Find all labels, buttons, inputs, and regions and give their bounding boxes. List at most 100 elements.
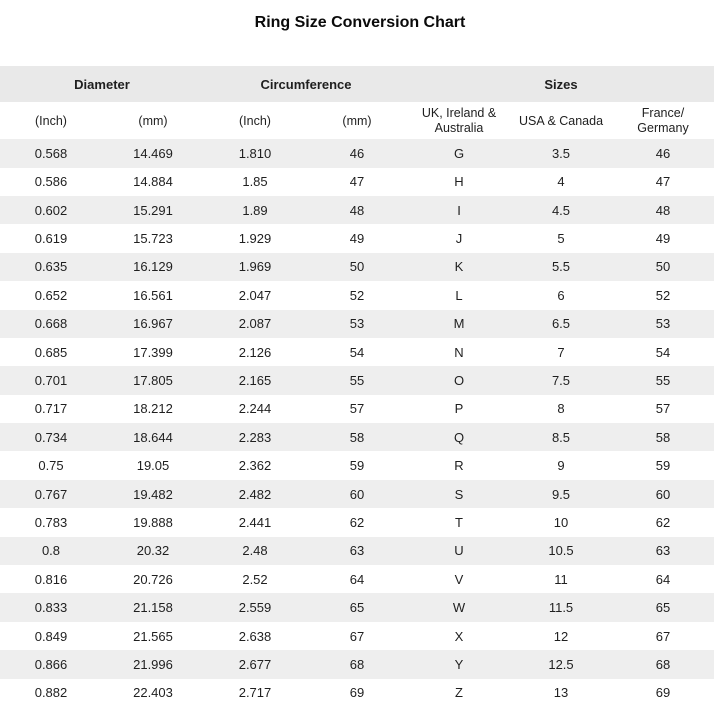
table-cell: S [408,479,510,509]
table-cell: 6 [510,281,612,310]
table-cell: N [408,337,510,367]
table-cell: 21.158 [102,593,204,622]
table-header: Diameter Circumference Sizes (Inch) (mm)… [0,66,714,140]
column-header-usa-canada: USA & Canada [510,102,612,140]
table-cell: 2.48 [204,536,306,566]
table-cell: Q [408,423,510,452]
table-cell: 62 [306,508,408,537]
column-header-row: (Inch) (mm) (Inch) (mm) UK, Ireland & Au… [0,102,714,140]
table-cell: 52 [306,281,408,310]
table-cell: 59 [306,451,408,480]
table-cell: 67 [612,621,714,651]
table-row: 0.783 19.888 2.441 62 T 10 62 [0,508,714,537]
table-cell: 2.559 [204,593,306,622]
table-cell: X [408,621,510,651]
table-row: 0.866 21.996 2.677 68 Y 12.5 68 [0,650,714,679]
table-cell: 60 [612,479,714,509]
table-cell: 21.565 [102,621,204,651]
table-cell: 0.767 [0,479,102,509]
table-cell: 2.677 [204,650,306,679]
table-cell: 17.805 [102,366,204,395]
table-cell: P [408,394,510,424]
table-cell: G [408,139,510,168]
table-cell: 58 [306,423,408,452]
table-cell: 57 [612,394,714,424]
table-cell: 0.816 [0,565,102,594]
table-cell: Z [408,678,510,707]
table-cell: 0.668 [0,309,102,338]
table-row: 0.816 20.726 2.52 64 V 11 64 [0,565,714,594]
table-cell: 68 [612,650,714,679]
table-cell: 0.701 [0,366,102,395]
table-cell: 0.734 [0,423,102,452]
table-cell: 11.5 [510,593,612,622]
table-row: 0.8 20.32 2.48 63 U 10.5 63 [0,536,714,566]
table-row: 0.849 21.565 2.638 67 X 12 67 [0,621,714,651]
table-cell: 46 [612,139,714,168]
table-row: 0.635 16.129 1.969 50 K 5.5 50 [0,252,714,282]
table-cell: 11 [510,565,612,594]
table-cell: 16.967 [102,309,204,338]
group-header-circumference: Circumference [204,66,408,103]
column-header-diameter-mm: (mm) [102,102,204,140]
table-cell: I [408,195,510,225]
table-cell: 59 [612,451,714,480]
table-cell: 16.129 [102,252,204,282]
table-cell: 48 [306,195,408,225]
table-row: 0.734 18.644 2.283 58 Q 8.5 58 [0,423,714,452]
table-cell: 7.5 [510,366,612,395]
table-cell: 52 [612,281,714,310]
table-cell: 49 [306,224,408,253]
table-cell: 55 [306,366,408,395]
table-cell: 5 [510,224,612,253]
table-cell: 5.5 [510,252,612,282]
table-cell: 0.833 [0,593,102,622]
ring-size-conversion-table: Diameter Circumference Sizes (Inch) (mm)… [0,66,714,707]
table-cell: 2.482 [204,479,306,509]
table-cell: 14.884 [102,167,204,196]
table-cell: 9.5 [510,479,612,509]
table-cell: 0.586 [0,167,102,196]
table-cell: 1.929 [204,224,306,253]
table-row: 0.882 22.403 2.717 69 Z 13 69 [0,678,714,707]
table-cell: 47 [306,167,408,196]
table-cell: 63 [306,536,408,566]
table-cell: 2.244 [204,394,306,424]
column-header-circumference-inch: (Inch) [204,102,306,140]
table-cell: 15.291 [102,195,204,225]
table-row: 0.602 15.291 1.89 48 I 4.5 48 [0,195,714,225]
table-cell: 53 [612,309,714,338]
table-cell: 12.5 [510,650,612,679]
table-cell: 9 [510,451,612,480]
group-header-diameter: Diameter [0,66,204,103]
table-cell: 4.5 [510,195,612,225]
table-cell: 19.888 [102,508,204,537]
table-cell: 69 [612,678,714,707]
table-cell: 1.89 [204,195,306,225]
table-row: 0.833 21.158 2.559 65 W 11.5 65 [0,593,714,622]
column-header-france-germany: France/ Germany [612,102,714,140]
table-row: 0.717 18.212 2.244 57 P 8 57 [0,394,714,424]
table-cell: 0.619 [0,224,102,253]
table-cell: 48 [612,195,714,225]
table-cell: 1.969 [204,252,306,282]
table-cell: 57 [306,394,408,424]
table-cell: 2.717 [204,678,306,707]
table-body: 0.568 14.469 1.810 46 G 3.5 46 0.586 14.884 1.85 4… [0,139,714,707]
table-row: 0.685 17.399 2.126 54 N 7 54 [0,337,714,367]
table-cell: 2.047 [204,281,306,310]
table-cell: 2.283 [204,423,306,452]
table-cell: Y [408,650,510,679]
table-cell: 0.602 [0,195,102,225]
table-cell: 1.810 [204,139,306,168]
table-cell: 14.469 [102,139,204,168]
column-header-circumference-mm: (mm) [306,102,408,140]
table-cell: 60 [306,479,408,509]
table-cell: 50 [306,252,408,282]
table-cell: 55 [612,366,714,395]
column-header-uk-ireland-australia: UK, Ireland & Australia [408,102,510,140]
table-cell: 0.568 [0,139,102,168]
group-header-row: Diameter Circumference Sizes [0,66,714,103]
table-row: 0.767 19.482 2.482 60 S 9.5 60 [0,479,714,509]
table-cell: 4 [510,167,612,196]
